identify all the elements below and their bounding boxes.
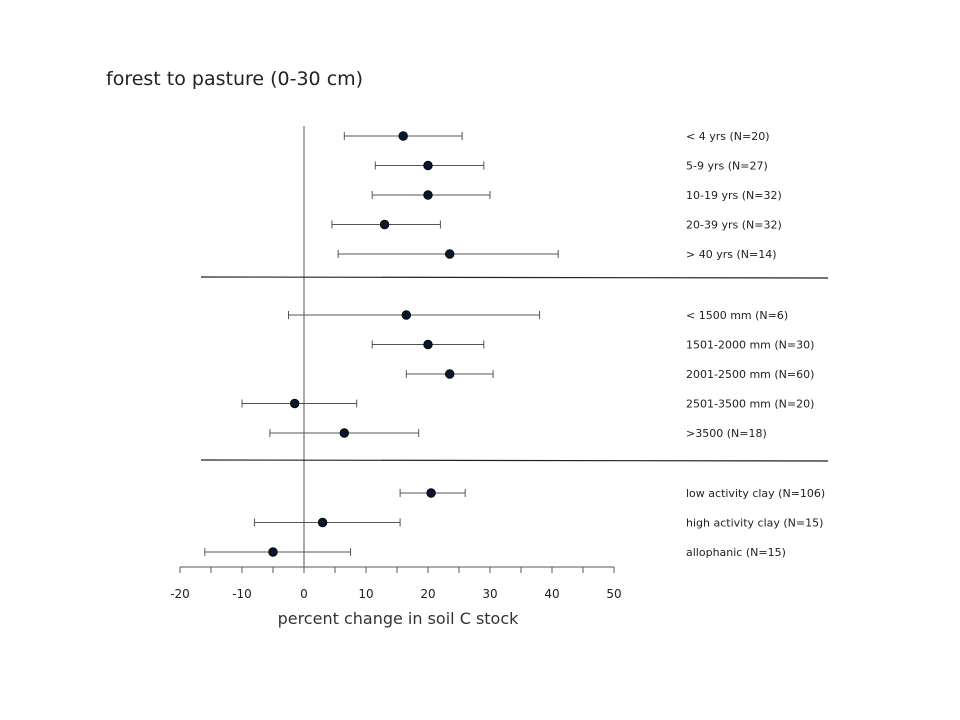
data-point — [268, 547, 278, 557]
group-separator — [200, 459, 829, 462]
x-tick-label: 0 — [300, 587, 308, 601]
x-axis-label: percent change in soil C stock — [278, 609, 520, 628]
data-point — [290, 398, 300, 409]
x-tick-label: 40 — [544, 587, 559, 601]
row-label: 2501-3500 mm (N=20) — [686, 398, 814, 411]
row-label: >3500 (N=18) — [686, 427, 767, 440]
plot-area: -20 -10 0 10 20 30 40 50 < 4 yrs (N=20) 5-9 yrs (… — [170, 126, 829, 601]
row-label: < 4 yrs (N=20) — [686, 130, 770, 143]
row-label: 5-9 yrs (N=27) — [686, 160, 768, 173]
data-point — [423, 190, 433, 200]
data-point — [379, 219, 390, 230]
x-tick-label: -10 — [232, 587, 252, 601]
data-point — [401, 310, 412, 320]
row-label: low activity clay (N=106) — [686, 487, 825, 500]
row-label: > 40 yrs (N=14) — [686, 248, 777, 261]
row-label: 20-39 yrs (N=32) — [686, 219, 782, 232]
data-point — [445, 369, 455, 379]
x-tick-label: -20 — [170, 587, 190, 601]
data-point — [317, 517, 328, 528]
row-label: high activity clay (N=15) — [686, 517, 823, 530]
row-label: 1501-2000 mm (N=30) — [686, 339, 814, 352]
chart-title: forest to pasture (0-30 cm) — [106, 68, 363, 90]
row-label: 10-19 yrs (N=32) — [686, 189, 782, 202]
data-point — [398, 131, 408, 141]
x-tick-label: 20 — [420, 587, 435, 601]
row-label: 2001-2500 mm (N=60) — [686, 368, 814, 381]
x-tick-label: 10 — [358, 587, 373, 601]
x-tick-label: 30 — [482, 587, 497, 601]
group-separator — [200, 276, 829, 279]
row-label: allophanic (N=15) — [686, 546, 786, 559]
row-label: < 1500 mm (N=6) — [686, 309, 788, 322]
data-point — [339, 428, 350, 438]
data-point — [423, 339, 433, 350]
data-point — [423, 160, 433, 171]
data-point — [445, 249, 455, 259]
data-point — [426, 488, 436, 498]
x-tick-label: 50 — [606, 587, 621, 601]
